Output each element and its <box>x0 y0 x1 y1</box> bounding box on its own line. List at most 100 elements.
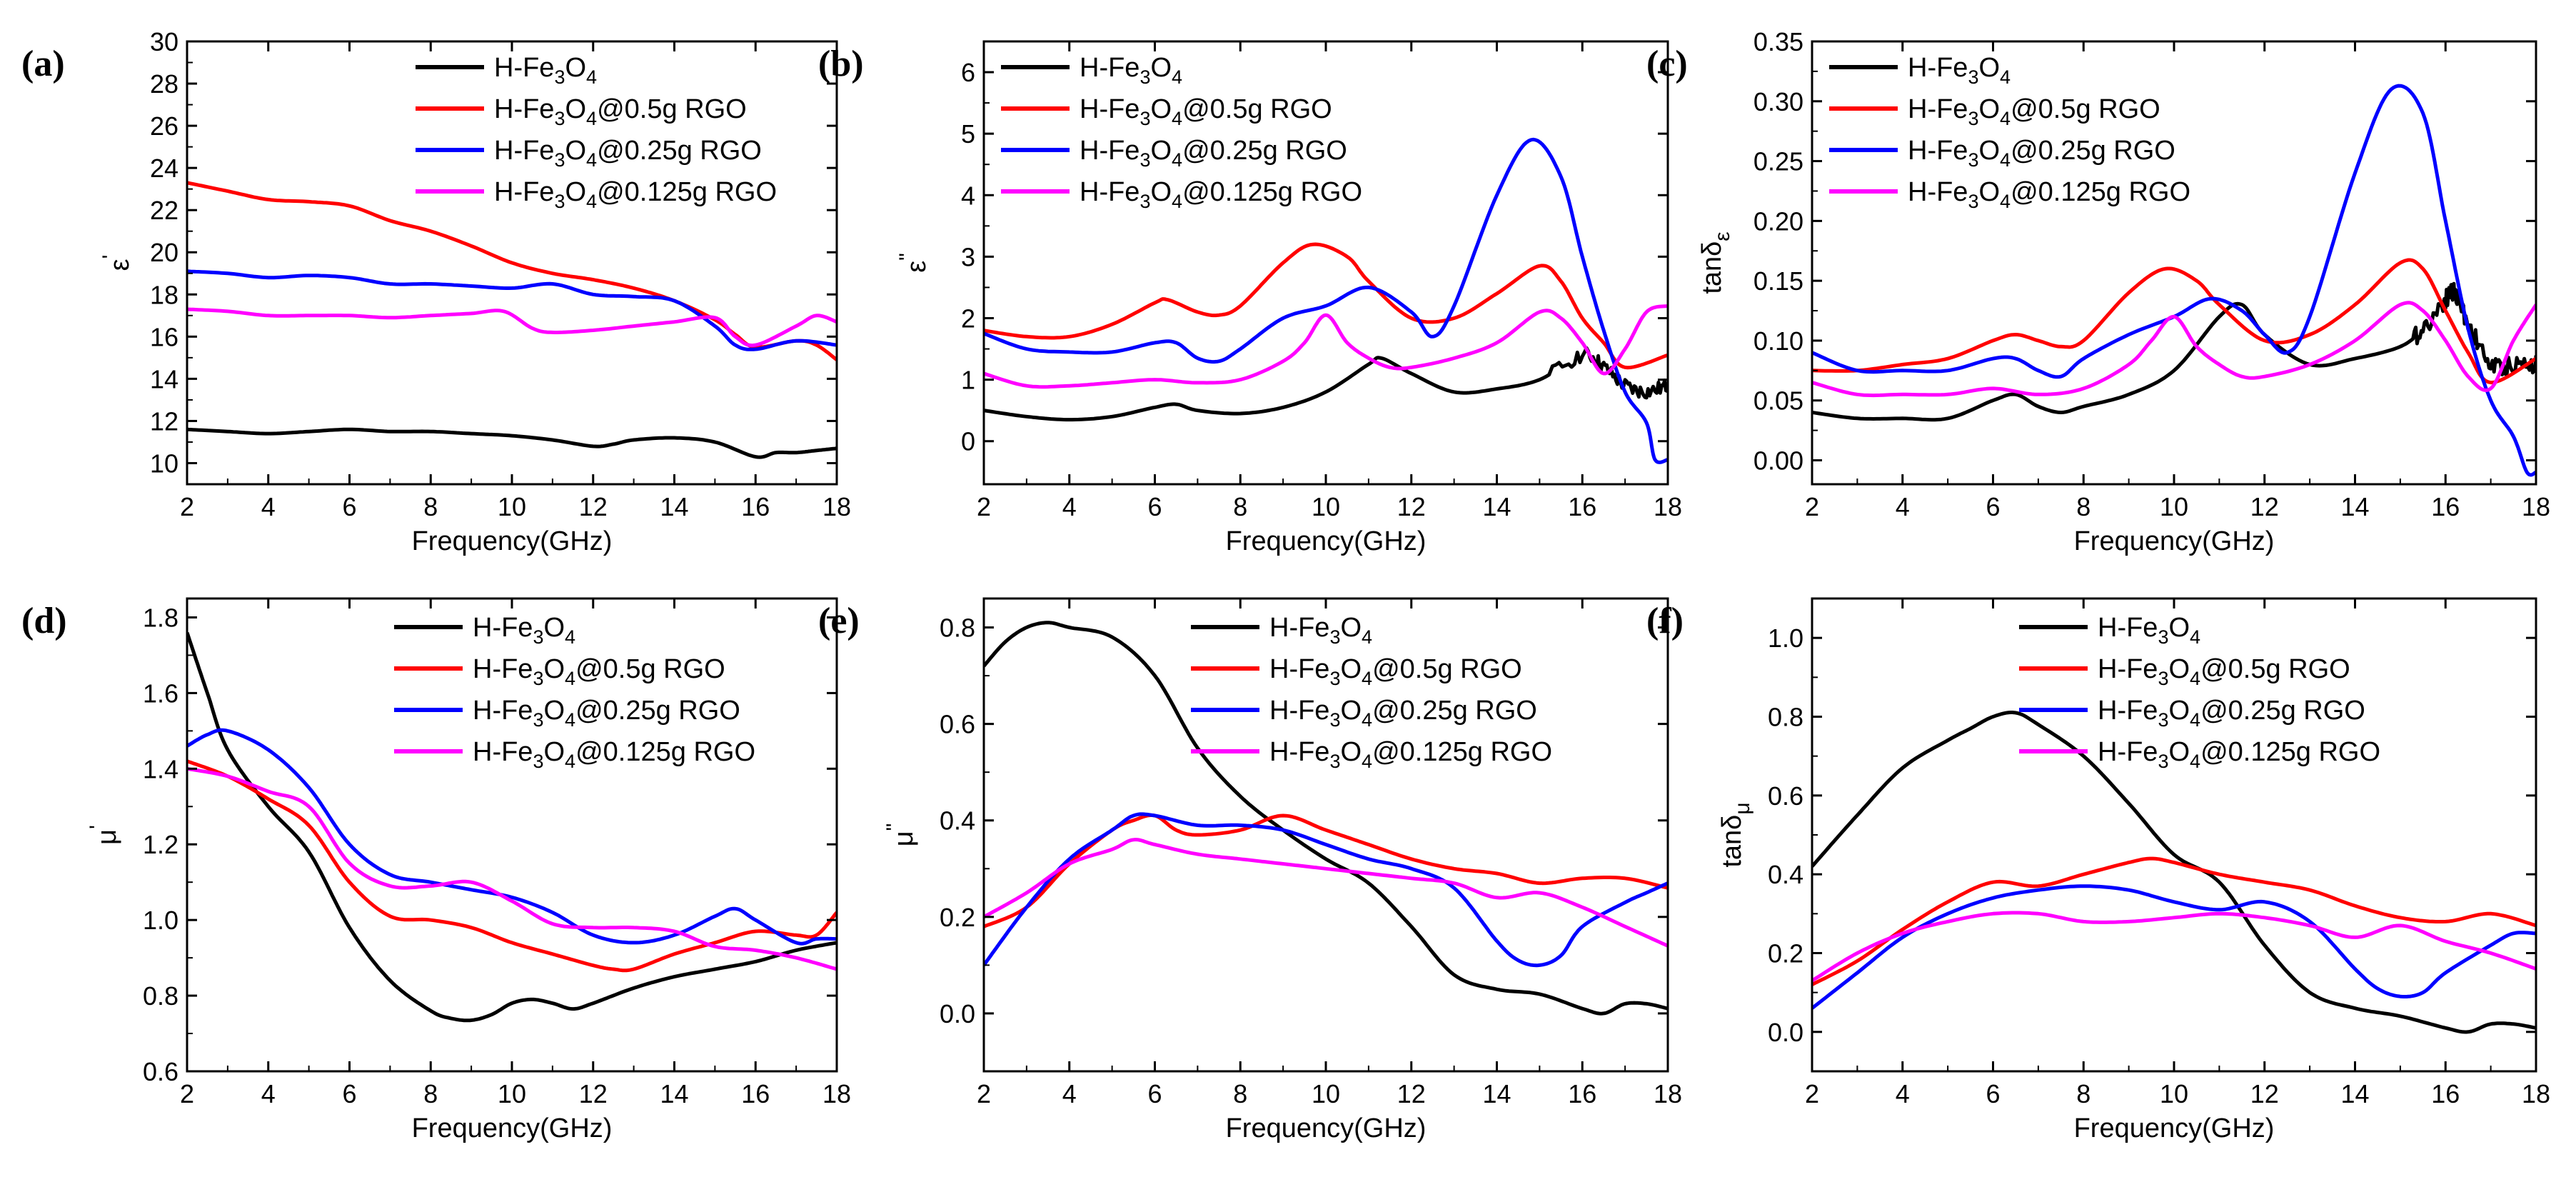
x-tick-label: 14 <box>1482 1079 1511 1108</box>
y-tick-label: 0.05 <box>1754 386 1803 416</box>
legend-label: H-Fe3O4@0.125g RGO <box>1080 177 1362 212</box>
x-tick-label: 6 <box>1986 1079 2000 1108</box>
y-tick-label: 4 <box>961 181 975 210</box>
series-line-3 <box>1812 84 2536 477</box>
x-tick-label: 16 <box>1568 1079 1596 1108</box>
panel-label: (b) <box>818 44 864 84</box>
x-tick-label: 12 <box>579 492 608 521</box>
legend-label: H-Fe3O4 <box>1269 613 1372 648</box>
x-tick-label: 12 <box>2250 1079 2279 1108</box>
x-axis-title: Frequency(GHz) <box>412 1113 613 1143</box>
svg-text:tanδμ: tanδμ <box>1717 802 1754 867</box>
x-tick-label: 10 <box>2160 1079 2188 1108</box>
x-tick-label: 2 <box>1805 492 1819 521</box>
x-tick-label: 6 <box>1147 492 1162 521</box>
series-line-2 <box>187 181 837 361</box>
series-line-3 <box>984 812 1668 968</box>
x-tick-label: 4 <box>1062 492 1077 521</box>
x-tick-label: 12 <box>579 1079 608 1108</box>
y-tick-label: 0.6 <box>1768 781 1803 811</box>
y-tick-label: 1.4 <box>143 754 178 783</box>
x-tick-label: 16 <box>741 1079 770 1108</box>
series-line-4 <box>187 307 837 348</box>
x-tick-label: 4 <box>1896 1079 1910 1108</box>
series-line-2 <box>984 813 1668 928</box>
svg-text:ε": ε" <box>895 253 932 273</box>
y-tick-label: 1 <box>961 366 975 395</box>
legend: H-Fe3O4 H-Fe3O4@0.5g RGO H-Fe3O4@0.25g RGO… <box>1001 53 1362 212</box>
legend-label: H-Fe3O4@0.5g RGO <box>494 94 747 129</box>
x-tick-label: 18 <box>1654 1079 1682 1108</box>
series-line-3 <box>187 269 837 351</box>
y-tick-label: 0.0 <box>1768 1018 1803 1047</box>
series-line-2 <box>984 242 1668 370</box>
y-tick-label: 0.20 <box>1754 206 1803 236</box>
y-axis-title: μ' <box>86 825 122 845</box>
x-tick-label: 10 <box>498 1079 526 1108</box>
y-tick-label: 0.6 <box>940 710 975 739</box>
y-tick-label: 0.30 <box>1754 87 1803 116</box>
legend-label: H-Fe3O4@0.25g RGO <box>1908 136 2175 171</box>
x-tick-label: 14 <box>1482 492 1511 521</box>
y-tick-label: 26 <box>150 111 178 141</box>
y-tick-label: 18 <box>150 280 178 309</box>
series-line-2 <box>1812 856 2536 986</box>
x-axis-title: Frequency(GHz) <box>1226 526 1427 556</box>
x-tick-label: 14 <box>660 1079 688 1108</box>
y-tick-label: 0.0 <box>940 999 975 1028</box>
y-tick-label: 12 <box>150 406 178 436</box>
panel-label: (d) <box>21 601 67 641</box>
x-tick-label: 16 <box>2431 1079 2460 1108</box>
legend: H-Fe3O4 H-Fe3O4@0.5g RGO H-Fe3O4@0.25g RGO… <box>1191 613 1552 772</box>
x-tick-label: 8 <box>2076 1079 2091 1108</box>
legend-label: H-Fe3O4@0.5g RGO <box>2098 654 2350 689</box>
legend-label: H-Fe3O4 <box>1908 53 2011 88</box>
svg-text:μ': μ' <box>86 825 122 845</box>
series-group <box>1812 711 2536 1034</box>
x-tick-label: 8 <box>1233 492 1247 521</box>
panel-label: (c) <box>1646 44 1688 84</box>
x-tick-label: 4 <box>261 492 276 521</box>
panel-f: 2 4 6 8 10 12 14 16 18 0.0 0.2 0.4 0.6 0.8 1.0 Frequenc… <box>1646 597 2550 1143</box>
legend-label: H-Fe3O4@0.125g RGO <box>2098 737 2380 772</box>
x-tick-label: 4 <box>261 1079 276 1108</box>
legend-label: H-Fe3O4@0.125g RGO <box>1269 737 1552 772</box>
y-tick-label: 28 <box>150 69 178 99</box>
x-tick-label: 18 <box>822 1079 851 1108</box>
series-group <box>1812 84 2536 477</box>
legend-label: H-Fe3O4@0.25g RGO <box>1080 136 1347 171</box>
legend-label: H-Fe3O4@0.5g RGO <box>1080 94 1332 129</box>
y-tick-label: 1.2 <box>143 830 178 859</box>
x-tick-label: 16 <box>2431 492 2460 521</box>
x-tick-label: 6 <box>342 1079 356 1108</box>
x-tick-label: 6 <box>342 492 356 521</box>
y-axis-title: μ" <box>882 823 919 847</box>
x-tick-label: 6 <box>1986 492 2000 521</box>
x-tick-label: 18 <box>822 492 851 521</box>
y-tick-label: 14 <box>150 364 178 394</box>
y-tick-label: 22 <box>150 196 178 225</box>
y-tick-label: 0.2 <box>1768 939 1803 968</box>
series-line-1 <box>187 631 837 1023</box>
series-group <box>984 137 1668 464</box>
x-tick-label: 18 <box>1654 492 1682 521</box>
series-group <box>984 621 1668 1016</box>
x-tick-label: 2 <box>977 492 991 521</box>
x-axis-title: Frequency(GHz) <box>412 526 613 556</box>
series-line-2 <box>1812 258 2536 385</box>
x-axis-title: Frequency(GHz) <box>2074 1113 2275 1143</box>
x-tick-label: 8 <box>423 1079 438 1108</box>
series-line-4 <box>1812 911 2536 983</box>
series-line-1 <box>1812 281 2536 422</box>
legend: H-Fe3O4 H-Fe3O4@0.5g RGO H-Fe3O4@0.25g RGO… <box>2019 613 2380 772</box>
y-tick-label: 0.8 <box>143 981 178 1011</box>
legend-label: H-Fe3O4 <box>1080 53 1182 88</box>
x-tick-label: 18 <box>2522 1079 2550 1108</box>
legend: H-Fe3O4 H-Fe3O4@0.5g RGO H-Fe3O4@0.25g RGO… <box>394 613 755 772</box>
series-line-2 <box>187 759 837 973</box>
legend-label: H-Fe3O4@0.125g RGO <box>473 737 755 772</box>
legend-label: H-Fe3O4@0.125g RGO <box>1908 177 2190 212</box>
y-tick-label: 10 <box>150 449 178 478</box>
x-tick-label: 4 <box>1896 492 1910 521</box>
x-tick-label: 18 <box>2522 492 2550 521</box>
